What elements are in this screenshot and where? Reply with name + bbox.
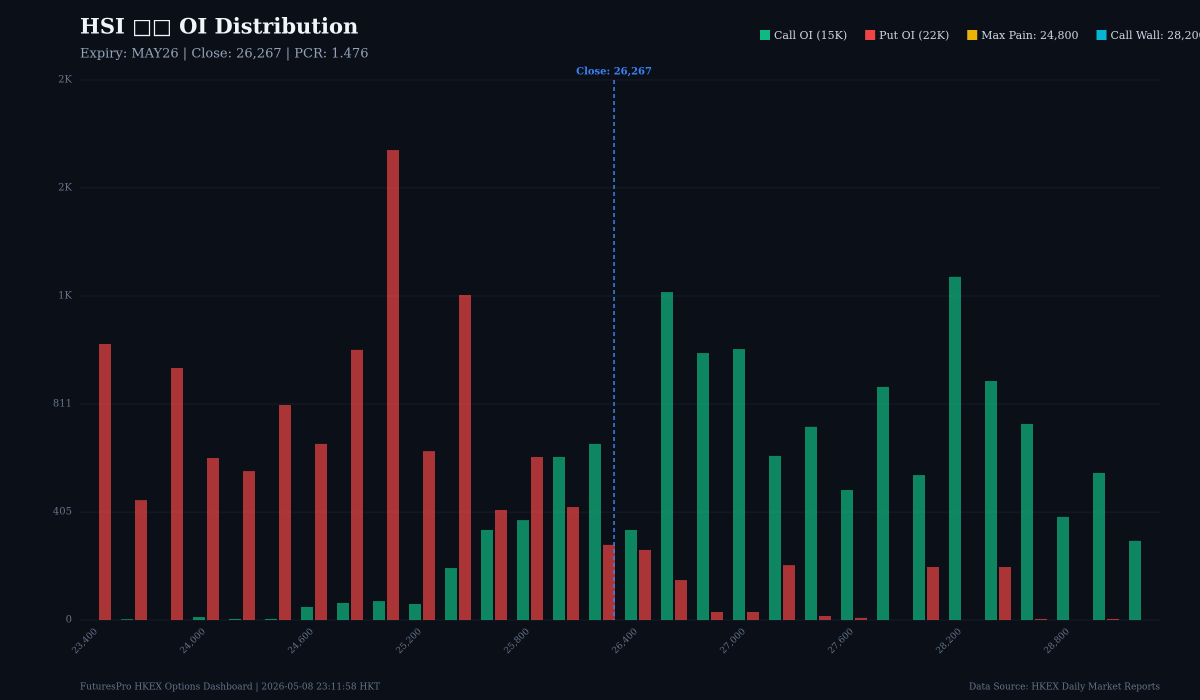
bar <box>819 616 831 620</box>
bar <box>1021 423 1033 620</box>
bar <box>1093 472 1105 620</box>
bar <box>495 509 507 620</box>
y-tick-label: 0 <box>66 615 72 626</box>
bar <box>697 353 709 620</box>
y-tick-label: 2K <box>58 75 72 86</box>
bar <box>747 612 759 620</box>
bar <box>567 507 579 620</box>
bar <box>1035 618 1047 620</box>
bar <box>855 617 867 620</box>
bar <box>877 386 889 620</box>
bar <box>207 458 219 620</box>
bar <box>517 520 529 620</box>
bar <box>301 606 313 620</box>
bar <box>229 618 241 620</box>
bar <box>769 455 781 620</box>
bar <box>913 475 925 620</box>
bar <box>531 456 543 620</box>
bar <box>193 617 205 620</box>
y-tick-label: 811 <box>53 398 72 409</box>
footer-right: Data Source: HKEX Daily Market Reports <box>969 683 1160 693</box>
y-tick-label: 405 <box>53 507 72 518</box>
bar <box>279 405 291 620</box>
legend-swatch <box>760 30 770 40</box>
bar <box>999 566 1011 620</box>
bar <box>625 529 637 620</box>
bar <box>1107 618 1119 620</box>
bar <box>783 565 795 620</box>
legend-swatch <box>865 30 876 40</box>
legend-label: Put OI (22K) <box>879 29 949 42</box>
bar <box>135 500 147 620</box>
chart-subtitle: Expiry: MAY26 | Close: 26,267 | PCR: 1.4… <box>80 47 368 62</box>
y-tick-label: 1K <box>58 291 72 302</box>
bar <box>949 276 961 620</box>
y-tick-label: 2K <box>58 182 72 193</box>
bar <box>985 381 997 620</box>
bar <box>423 451 435 620</box>
bar <box>589 443 601 620</box>
legend-label: Call OI (15K) <box>774 29 847 42</box>
bar <box>603 544 615 620</box>
close-label: Close: 26,267 <box>576 67 652 78</box>
bar <box>265 618 277 620</box>
bar <box>639 549 651 620</box>
bar <box>387 150 399 620</box>
bar <box>171 367 183 620</box>
legend-swatch <box>1096 30 1107 40</box>
bar <box>351 349 363 620</box>
bar <box>661 292 673 620</box>
bar <box>99 344 111 620</box>
bar <box>841 489 853 620</box>
bar <box>711 612 723 620</box>
bar <box>459 294 471 620</box>
bar <box>445 568 457 620</box>
bar <box>243 471 255 620</box>
bar <box>409 604 421 620</box>
bar <box>121 619 133 620</box>
bar <box>337 602 349 620</box>
bar <box>675 580 687 620</box>
legend-label: Max Pain: 24,800 <box>981 29 1078 42</box>
bar <box>733 349 745 620</box>
bar <box>1129 540 1141 620</box>
legend-label: Call Wall: 28,200 <box>1111 29 1200 42</box>
legend-swatch <box>967 30 978 40</box>
bar <box>805 426 817 620</box>
bar <box>315 443 327 620</box>
bar <box>927 566 939 620</box>
bar <box>1057 516 1069 620</box>
bar <box>553 456 565 620</box>
bar <box>481 529 493 620</box>
footer-left: FuturesPro HKEX Options Dashboard | 2026… <box>80 683 380 693</box>
bar <box>373 601 385 620</box>
chart-title: HSI □□ OI Distribution <box>80 14 358 39</box>
